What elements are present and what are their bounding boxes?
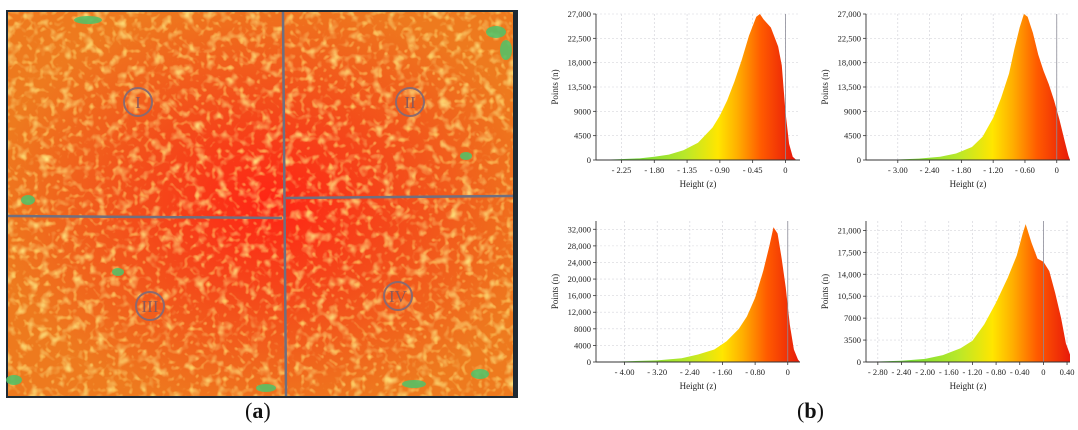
x-tick-label: - 3.00 [888, 165, 908, 175]
y-tick-label: 13,500 [838, 82, 861, 92]
y-tick-label: 22,500 [838, 33, 861, 43]
quadrant-label-text: II [404, 93, 416, 112]
y-tick-label: 3500 [844, 335, 861, 345]
x-tick-label: - 1.80 [951, 165, 971, 175]
y-tick-label: 4500 [844, 131, 861, 141]
x-tick-label: - 2.40 [892, 367, 912, 377]
panel-label-a-close: ) [263, 398, 271, 423]
y-tick-label: 18,000 [568, 58, 591, 68]
y-tick-label: 9000 [574, 106, 591, 116]
x-tick-label: - 0.40 [1010, 367, 1030, 377]
x-tick-label: - 3.20 [647, 367, 667, 377]
x-axis-title: Height (z) [950, 381, 987, 391]
x-tick-label: - 2.80 [868, 367, 888, 377]
histogram-bottom-left: 0 4000 8000 12,000 16,000 20,000 24,000 28,000 3… [550, 221, 800, 391]
y-tick-label: 10,500 [838, 291, 861, 301]
x-tick-label: 0.40 [1060, 367, 1075, 377]
x-tick-label: - 2.25 [612, 165, 632, 175]
quadrant-circle [135, 291, 165, 321]
quadrant-label-text: IV [389, 287, 408, 306]
quadrant-circle [395, 87, 425, 117]
y-axis-title: Points (n) [820, 274, 830, 309]
quadrant-circle [383, 281, 413, 311]
histogram-top-left: 0 4500 9000 13,500 18,000 22,500 27,000 - 2.25 -… [550, 9, 800, 189]
y-tick-label: 4000 [574, 340, 591, 350]
y-tick-label: 21,000 [838, 225, 861, 235]
y-tick-label: 0 [587, 155, 591, 165]
y-tick-label: 9000 [844, 106, 861, 116]
x-tick-label: 0 [1041, 367, 1045, 377]
y-tick-label: 12,000 [568, 307, 591, 317]
x-tick-label: - 2.40 [920, 165, 940, 175]
y-tick-label: 0 [857, 155, 861, 165]
y-axis-title: Points (n) [550, 274, 560, 309]
x-tick-label: - 0.80 [986, 367, 1006, 377]
y-tick-label: 14,000 [838, 269, 861, 279]
x-tick-label: - 1.20 [963, 367, 983, 377]
histogram-area [866, 224, 1070, 362]
y-tick-label: 22,500 [568, 33, 591, 43]
height-map-panel: I II III IV [6, 10, 518, 398]
y-tick-label: 8000 [574, 324, 591, 334]
quadrant-label-text: I [135, 93, 141, 112]
panel-label-b-close: ) [816, 398, 824, 423]
x-tick-label: - 4.00 [615, 367, 635, 377]
y-tick-label: 4500 [574, 131, 591, 141]
quadrant-label-1: I [123, 87, 153, 117]
x-tick-label: 0 [1055, 165, 1059, 175]
x-tick-label: - 2.00 [915, 367, 935, 377]
y-tick-label: 0 [857, 357, 861, 367]
y-tick-label: 16,000 [568, 291, 591, 301]
y-tick-label: 20,000 [568, 274, 591, 284]
histogram-area [596, 227, 800, 362]
panel-label-b-letter: b [804, 398, 817, 423]
y-axis-title: Points (n) [550, 69, 560, 104]
quadrant-grid-lines [7, 11, 514, 397]
x-tick-label: - 1.60 [939, 367, 959, 377]
x-tick-label: - 0.80 [745, 367, 765, 377]
y-axis-title: Points (n) [820, 69, 830, 104]
panel-label-a-letter: a [252, 398, 264, 423]
x-axis-title: Height (z) [680, 381, 717, 391]
y-tick-label: 7000 [844, 313, 861, 323]
y-tick-label: 24,000 [568, 257, 591, 267]
x-axis-title: Height (z) [950, 179, 987, 189]
x-tick-label: - 0.60 [1015, 165, 1035, 175]
x-tick-label: - 0.90 [710, 165, 730, 175]
panel-label-a: (a) [245, 398, 271, 424]
y-tick-label: 28,000 [568, 241, 591, 251]
x-tick-label: - 2.40 [680, 367, 700, 377]
x-tick-label: - 1.20 [983, 165, 1003, 175]
panel-label-b-open: ( [797, 398, 805, 423]
histogram-top-right: 0 4500 9000 13,500 18,000 22,500 27,000 - 3.00 -… [820, 9, 1070, 189]
x-axis-title: Height (z) [680, 179, 717, 189]
x-tick-label: - 1.80 [644, 165, 664, 175]
y-tick-label: 27,000 [568, 9, 591, 19]
map-texture-fine [8, 12, 513, 396]
quadrant-label-3: III [135, 291, 165, 321]
histogram-area [596, 14, 797, 160]
y-tick-label: 27,000 [838, 9, 861, 19]
y-tick-label: 17,500 [838, 247, 861, 257]
quadrant-label-text: III [142, 297, 159, 316]
y-tick-label: 13,500 [568, 82, 591, 92]
x-tick-label: - 0.45 [743, 165, 763, 175]
y-tick-label: 32,000 [568, 224, 591, 234]
x-tick-label: - 1.60 [713, 367, 733, 377]
quadrant-circle [123, 87, 153, 117]
histogram-area [866, 14, 1070, 160]
panel-label-a-open: ( [245, 398, 253, 423]
map-green-patches [6, 16, 512, 392]
x-tick-label: 0 [786, 367, 790, 377]
x-tick-label: 0 [783, 165, 787, 175]
y-tick-label: 0 [587, 357, 591, 367]
panel-label-b: (b) [797, 398, 824, 424]
quadrant-label-4: IV [383, 281, 413, 311]
quadrant-label-2: II [395, 87, 425, 117]
y-tick-label: 18,000 [838, 58, 861, 68]
x-tick-label: - 1.35 [677, 165, 697, 175]
